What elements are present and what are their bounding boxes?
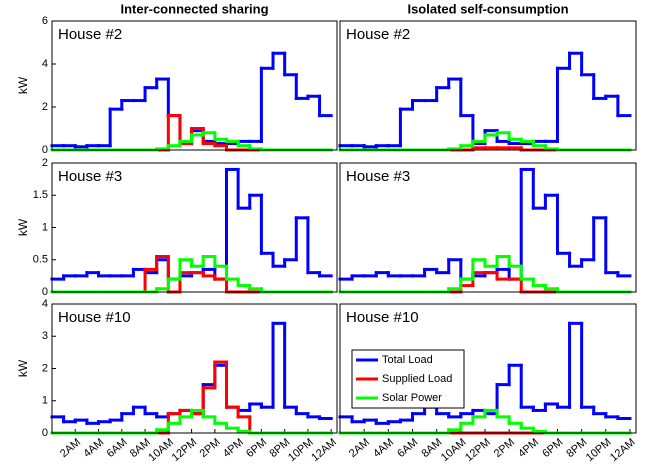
x-tick-label: 4PM — [221, 436, 246, 460]
panel-annotation: House #3 — [346, 168, 410, 185]
y-axis-label: kW — [16, 359, 30, 377]
y-tick-label: 1 — [42, 395, 48, 407]
axes-box — [51, 162, 338, 293]
plot-area — [340, 21, 636, 150]
x-tick-label: 12PM — [170, 436, 200, 464]
panel-annotation: House #2 — [58, 26, 122, 43]
series — [50, 51, 333, 149]
x-tick-label: 6AM — [105, 436, 130, 460]
x-tick-label: 10AM — [439, 436, 469, 464]
x-tick-label: 6AM — [395, 436, 420, 460]
x-tick-label: 2PM — [492, 436, 517, 460]
panel-annotation: House #2 — [346, 26, 410, 43]
y-axis-label: kW — [16, 76, 30, 94]
legend-label: Solar Power — [382, 392, 442, 404]
y-tick-label: 2 — [42, 362, 48, 374]
legend-label: Total Load — [382, 354, 433, 366]
x-tick-label: 6PM — [540, 436, 565, 460]
plot-area — [52, 163, 337, 292]
x-tick-label: 6PM — [244, 436, 269, 460]
x-tick-label: 12AM — [309, 436, 339, 464]
panel-annotation: House #10 — [58, 309, 131, 326]
x-tick-label: 12AM — [608, 436, 638, 464]
x-tick-label: 12PM — [463, 436, 493, 464]
panel-annotation: House #3 — [58, 168, 122, 185]
y-axis-label: kW — [16, 218, 30, 236]
series — [338, 321, 632, 425]
y-tick-label: 1.5 — [33, 189, 48, 201]
x-tick-label: 2PM — [198, 436, 223, 460]
y-tick-label: 6 — [42, 15, 48, 27]
plot-area — [340, 163, 636, 292]
axes-box — [51, 20, 338, 151]
y-tick-label: 3 — [42, 330, 48, 342]
x-tick-label: 2AM — [58, 436, 83, 460]
y-tick-label: 1 — [42, 221, 48, 233]
y-tick-label: 2 — [42, 101, 48, 113]
x-tick-label: 4PM — [516, 436, 541, 460]
x-tick-label: 4AM — [371, 436, 396, 460]
axes-box — [339, 162, 637, 293]
axes-box — [339, 20, 637, 151]
legend-label: Supplied Load — [382, 373, 452, 385]
axes-box — [339, 303, 637, 434]
x-tick-label: 10PM — [286, 436, 316, 464]
y-tick-label: 0.5 — [33, 254, 48, 266]
series — [338, 167, 632, 281]
x-tick-label: 10PM — [584, 436, 614, 464]
y-tick-label: 2 — [42, 157, 48, 169]
x-tick-label: 4AM — [81, 436, 106, 460]
panel-title: Isolated self-consumption — [407, 1, 568, 16]
series — [338, 51, 632, 149]
y-tick-label: 4 — [42, 298, 48, 310]
x-tick-label: 10AM — [146, 436, 176, 464]
axes-box — [51, 303, 338, 434]
panel-title: Inter-connected sharing — [120, 1, 268, 16]
y-tick-label: 0 — [42, 144, 48, 156]
y-tick-label: 4 — [42, 58, 48, 70]
y-tick-label: 0 — [42, 286, 48, 298]
x-tick-label: 2AM — [347, 436, 372, 460]
panel-annotation: House #10 — [346, 309, 419, 326]
y-tick-label: 0 — [42, 427, 48, 439]
